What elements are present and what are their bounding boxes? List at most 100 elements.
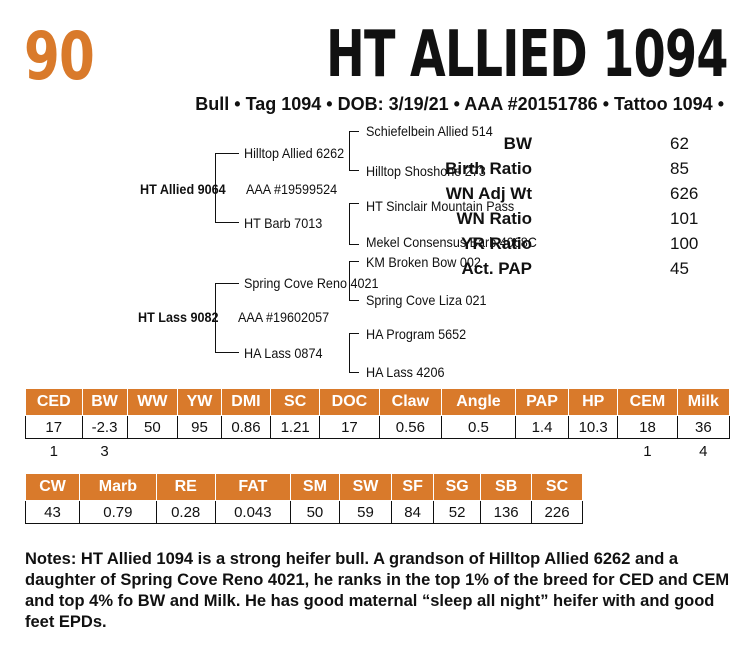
pedigree-ddd: HA Lass 4206: [366, 364, 445, 380]
epd-header-row: CED BW WW YW DMI SC DOC Claw Angle PAP H…: [25, 388, 731, 416]
pedigree-dam-reg: AAA #19602057: [238, 309, 330, 325]
pedigree-dsd: Spring Cove Liza 021: [366, 292, 487, 308]
pedigree-line: [215, 153, 216, 223]
pedigree-ds: Spring Cove Reno 4021: [244, 275, 379, 291]
pedigree-dam: HT Lass 9082: [138, 309, 219, 325]
epd-value: 0.56: [378, 415, 443, 439]
stat-value: 85: [670, 159, 689, 178]
epd-header: DOC: [319, 388, 380, 416]
epd-value: 59: [338, 500, 393, 524]
epd-header: SC: [270, 388, 321, 416]
epd-value-row: 43 0.79 0.28 0.043 50 59 84 52 136 226: [24, 500, 583, 524]
epd-value: 1.21: [270, 415, 321, 439]
epd-value: 226: [531, 500, 583, 524]
pedigree-ssd: Hilltop Shoshone 273: [366, 163, 486, 179]
epd-header: Claw: [378, 388, 443, 416]
epd-value: 136: [480, 500, 533, 524]
stat-value: 626: [670, 184, 699, 203]
pedigree-sd: HT Barb 7013: [244, 215, 323, 231]
stat-label: YR Ratio: [461, 234, 532, 253]
epd-header: DMI: [220, 388, 272, 416]
epd-rank: [127, 438, 178, 463]
epd-value: 95: [177, 415, 222, 439]
pedigree-line: [349, 261, 350, 301]
pedigree-line: [349, 203, 350, 245]
epd-header: SC: [531, 473, 583, 501]
epd-header: Angle: [441, 388, 516, 416]
epd-rank: 4: [677, 438, 730, 463]
epd-rank: [515, 438, 569, 463]
epd-rank: 1: [617, 438, 678, 463]
epd-header: FAT: [214, 473, 292, 501]
epd-rank: 1: [25, 438, 83, 463]
epd-rank: [319, 438, 380, 463]
epd-header: BW: [81, 388, 128, 416]
animal-info-line: Bull • Tag 1094 • DOB: 3/19/21 • AAA #20…: [195, 94, 724, 114]
epd-header: SG: [433, 473, 482, 501]
epd-value: 10.3: [568, 415, 619, 439]
pedigree-line: [349, 203, 359, 204]
stat-label: WN Ratio: [456, 209, 532, 228]
pedigree-line: [215, 283, 216, 353]
animal-name-title: HT ALLIED 1094: [326, 18, 728, 92]
epd-header: CED: [25, 388, 83, 416]
epd-rank: [221, 438, 271, 463]
epd-header: WW: [126, 388, 179, 416]
notes-paragraph: Notes: HT Allied 1094 is a strong heifer…: [25, 550, 730, 631]
epd-rank: [568, 438, 618, 463]
epd-header: SF: [391, 473, 435, 501]
epd-value: 18: [617, 415, 678, 439]
epd-header: YW: [177, 388, 222, 416]
pedigree-ss: Hilltop Allied 6262: [244, 145, 345, 161]
epd-value: 0.79: [79, 500, 157, 524]
pedigree-dds: HA Program 5652: [366, 326, 467, 342]
epd-header: SB: [480, 473, 533, 501]
epd-header: SW: [338, 473, 393, 501]
pedigree-line: [349, 170, 359, 171]
pedigree-line: [349, 333, 350, 373]
epd-value: 0.5: [441, 415, 516, 439]
pedigree-line: [215, 153, 239, 154]
epd-header: Marb: [79, 473, 157, 501]
epd-value-row: 17 -2.3 50 95 0.86 1.21 17 0.56 0.5 1.4 …: [25, 415, 731, 439]
pedigree-sds: HT Sinclair Mountain Pass: [366, 198, 515, 214]
epd-rank-row: 1 3 1 4: [25, 438, 730, 463]
epd-value: 43: [24, 500, 81, 524]
epd-header: HP: [568, 388, 619, 416]
epd-value: 36: [676, 415, 731, 439]
stat-label: WN Adj Wt: [445, 184, 532, 203]
pedigree-dd: HA Lass 0874: [244, 345, 323, 361]
epd-header-row: CW Marb RE FAT SM SW SF SG SB SC: [24, 473, 583, 501]
stat-value: 62: [670, 134, 689, 153]
epd-value: -2.3: [81, 415, 128, 439]
stat-value: 45: [670, 259, 689, 278]
pedigree-line: [349, 333, 359, 334]
pedigree-line: [349, 131, 350, 171]
pedigree-dss: KM Broken Bow 002: [366, 254, 481, 270]
pedigree-line: [349, 244, 359, 245]
epd-header: PAP: [514, 388, 570, 416]
epd-value: 0.28: [155, 500, 216, 524]
pedigree-sire: HT Allied 9064: [140, 181, 226, 197]
epd-value: 50: [290, 500, 340, 524]
epd-table-main: CED BW WW YW DMI SC DOC Claw Angle PAP H…: [25, 388, 731, 463]
stat-value: 101: [670, 209, 699, 228]
epd-value: 17: [319, 415, 380, 439]
stat-label: Act. PAP: [461, 259, 532, 278]
pedigree-line: [349, 261, 359, 262]
epd-value: 17: [25, 415, 83, 439]
pedigree-sire-reg: AAA #19599524: [246, 181, 338, 197]
epd-table-carcass: CW Marb RE FAT SM SW SF SG SB SC 43 0.79…: [24, 473, 583, 524]
pedigree-line: [215, 283, 239, 284]
epd-header: CEM: [617, 388, 678, 416]
epd-header: Milk: [676, 388, 731, 416]
epd-rank: [379, 438, 442, 463]
epd-value: 50: [126, 415, 179, 439]
pedigree-line: [349, 300, 359, 301]
epd-rank: 3: [82, 438, 128, 463]
epd-header: CW: [24, 473, 81, 501]
pedigree-line: [215, 222, 239, 223]
stat-label: BW: [503, 134, 532, 153]
pedigree-sss: Schiefelbein Allied 514: [366, 123, 493, 139]
epd-header: SM: [290, 473, 340, 501]
